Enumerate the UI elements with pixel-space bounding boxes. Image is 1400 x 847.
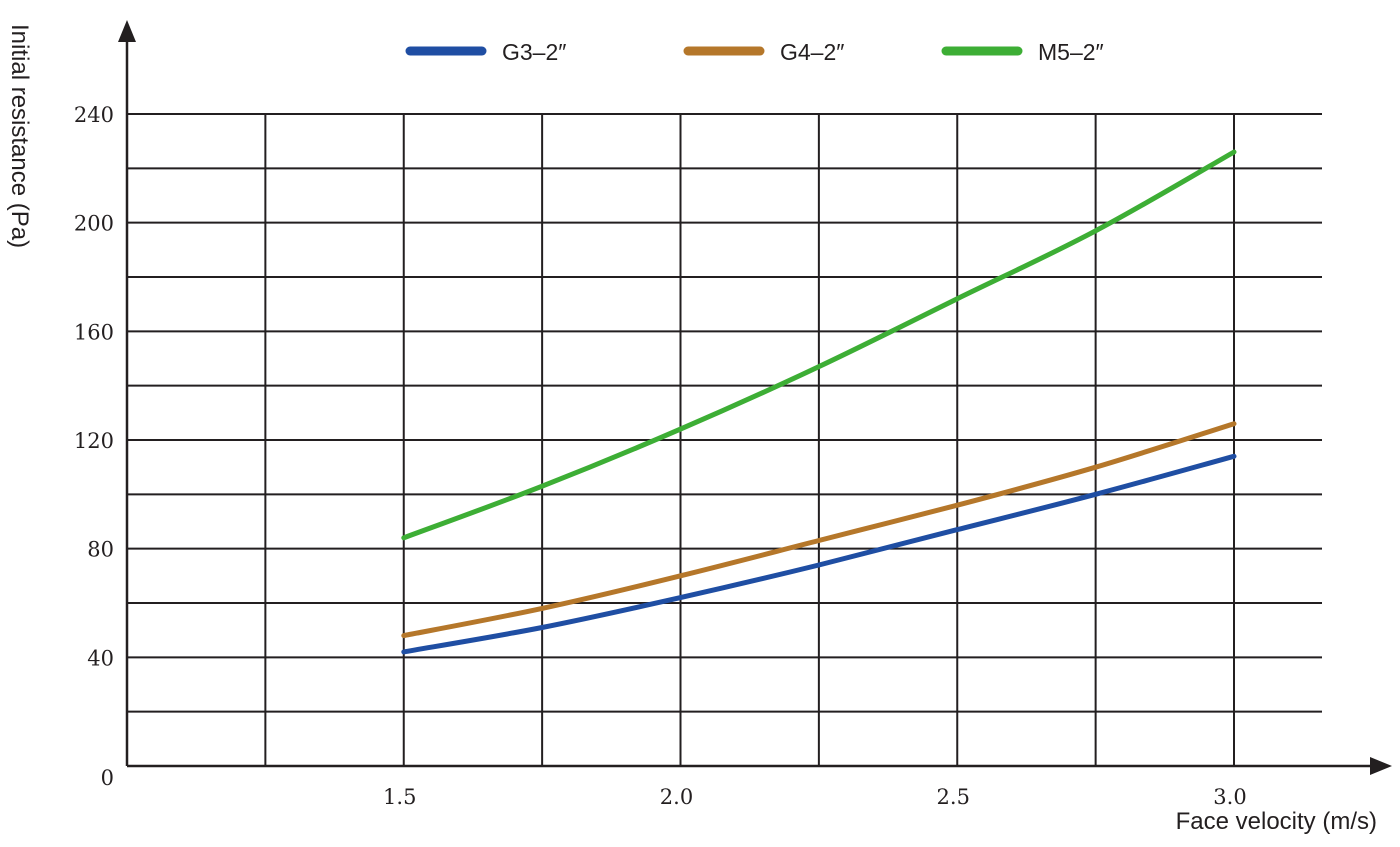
y-tick-label: 200	[74, 212, 114, 236]
series-lines	[401, 149, 1237, 655]
x-tick-label: 2.0	[660, 785, 693, 809]
axes	[118, 20, 1392, 775]
y-tick-label: 240	[74, 103, 114, 127]
y-tick-label: 160	[74, 320, 114, 344]
series-line-1	[401, 421, 1237, 639]
y-tick-label: 0	[101, 766, 114, 790]
x-axis-arrow-icon	[1370, 757, 1392, 775]
y-tick-label: 120	[74, 429, 114, 453]
legend: G3–2″ G4–2″ M5–2″	[405, 39, 1104, 65]
x-axis-title: Face velocity (m/s)	[1176, 808, 1377, 835]
y-axis-title: Initial resistance (Pa)	[6, 24, 33, 248]
legend-label: M5–2″	[1038, 39, 1104, 65]
y-tick-label: 80	[87, 538, 114, 562]
x-tick-label: 3.0	[1213, 785, 1246, 809]
legend-label: G4–2″	[780, 39, 844, 65]
series-line-0	[401, 453, 1237, 655]
x-tick-label: 2.5	[937, 785, 970, 809]
x-tick-label: 1.5	[383, 785, 416, 809]
grid	[127, 113, 1322, 766]
y-axis-arrow-icon	[118, 20, 136, 42]
series-line-2	[401, 149, 1237, 541]
y-tick-label: 40	[87, 646, 114, 670]
tick-labels: 0 40 80 120 160 200 240 1.5 2.0 2.5 3.0	[74, 103, 1247, 809]
legend-label: G3–2″	[502, 39, 566, 65]
